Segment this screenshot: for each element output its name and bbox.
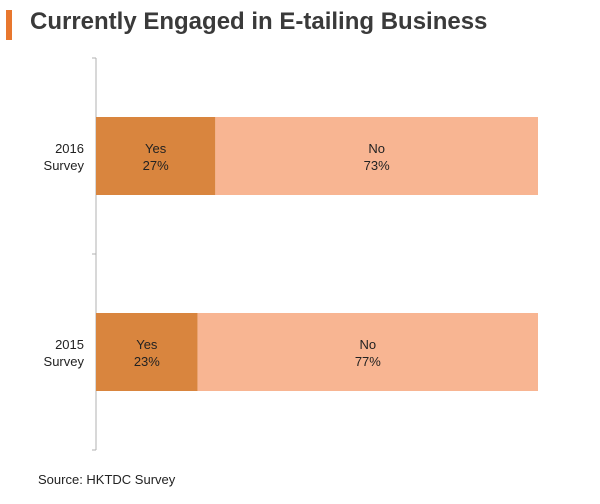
bar-value-label: 27% (143, 158, 169, 173)
bar-series-label: Yes (145, 141, 167, 156)
bar-series-label: Yes (136, 337, 158, 352)
bar-no (215, 117, 538, 195)
bar-yes (96, 313, 198, 391)
y-tick-label: 2015 Survey (44, 337, 85, 369)
bar-value-label: 77% (355, 354, 381, 369)
bar-value-label: 73% (364, 158, 390, 173)
bar-series-label: No (360, 337, 377, 352)
bar-value-label: 23% (134, 354, 160, 369)
title-accent-bar (6, 10, 12, 40)
bar-yes (96, 117, 216, 195)
chart-title: Currently Engaged in E-tailing Business (30, 8, 488, 35)
bar-no (197, 313, 538, 391)
y-tick-label: 2016 Survey (44, 141, 85, 173)
bar-series-label: No (368, 141, 385, 156)
source-note: Source: HKTDC Survey (38, 472, 176, 487)
